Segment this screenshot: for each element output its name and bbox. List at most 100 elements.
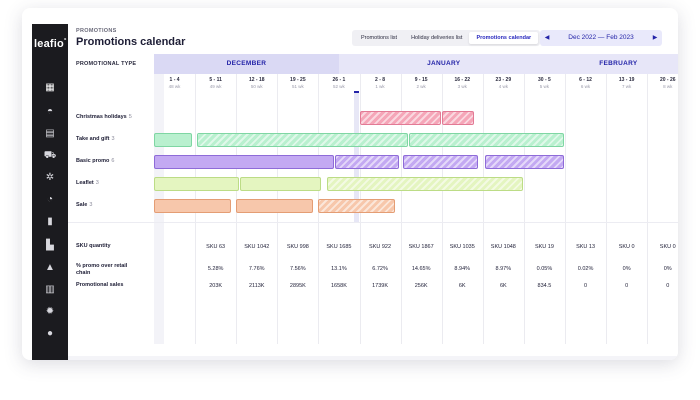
week-header: 5 - 11 49 wk (195, 74, 236, 92)
promo-type-name: Take and gift (76, 136, 110, 142)
promo-bar[interactable] (402, 155, 478, 169)
week-header: 12 - 18 50 wk (236, 74, 277, 92)
grid-footer (68, 356, 678, 360)
prev-period-icon[interactable]: ◀ (544, 35, 550, 41)
promo-bar[interactable] (154, 199, 232, 213)
bar-chart-icon[interactable]: ▙ (46, 240, 54, 251)
gear-icon[interactable]: ✹ (45, 306, 55, 317)
metric-value: 0% (622, 266, 631, 272)
column-divider (441, 74, 443, 344)
promo-bar[interactable] (408, 133, 564, 147)
promo-bar[interactable] (197, 133, 408, 147)
promo-count: 3 (111, 136, 115, 142)
month-header-january: JANUARY (338, 54, 549, 74)
promo-count: 5 (128, 114, 132, 120)
week-number: 8 wk (663, 84, 673, 89)
logo[interactable]: leafio° (34, 38, 67, 50)
week-range: 9 - 15 (414, 77, 428, 83)
metric-value: SKU 922 (369, 244, 392, 250)
week-number: 2 wk (416, 84, 426, 89)
date-range-picker[interactable]: ◀ Dec 2022 — Feb 2023 ▶ (540, 30, 662, 46)
week-header: 16 - 22 3 wk (442, 74, 483, 92)
week-number: 48 wk (168, 84, 181, 89)
metric-value: 0 (584, 283, 588, 289)
promo-bar[interactable] (154, 177, 240, 191)
promo-type-name: Christmas holidays (76, 114, 127, 120)
metric-value: 8.94% (454, 266, 471, 272)
cake-icon[interactable]: ◓ (46, 106, 54, 117)
metric-value: SKU 1867 (408, 244, 434, 250)
promo-bar[interactable] (334, 155, 399, 169)
week-number: 6 wk (580, 84, 591, 89)
week-number: 49 wk (209, 84, 222, 89)
promo-bar[interactable] (154, 133, 193, 147)
next-period-icon[interactable]: ▶ (652, 35, 658, 41)
gauge-icon[interactable]: ◔ (46, 194, 54, 205)
column-divider (482, 74, 484, 344)
alert-icon[interactable]: ▲ (45, 262, 55, 273)
metric-value: 6.72% (372, 266, 388, 272)
week-number: 5 wk (539, 84, 550, 89)
week-range: 30 - 5 (538, 77, 551, 83)
week-header: 26 - 1 52 wk (318, 74, 359, 92)
promo-type-name: Basic promo (76, 158, 110, 164)
tab-promotions-calendar[interactable]: Promotions calendar (469, 32, 539, 44)
week-range: 2 - 8 (375, 77, 386, 83)
main-panel: PROMOTIONS Promotions calendar Promotion… (68, 24, 678, 360)
week-range: 13 - 19 (618, 77, 635, 83)
week-range: 1 - 4 (169, 77, 180, 83)
tab-promotions-list[interactable]: Promotions list (361, 35, 398, 41)
truck-icon[interactable]: ⛟ (43, 150, 57, 161)
promo-type-label[interactable]: Take and gift 3 (76, 136, 115, 142)
bookmark-icon[interactable]: ▮ (47, 216, 53, 227)
app-window: leafio° ▦ ◓ ▤ ⛟ ✲ ◔ ▮ ▙ ▲ ▥ ✹ ● PROMOTIONS Promotio… (22, 8, 678, 360)
report-icon[interactable]: ▥ (45, 284, 55, 295)
metric-label: Promotional sales (76, 282, 124, 288)
week-number: 7 wk (622, 84, 632, 89)
promo-bar[interactable] (240, 177, 322, 191)
metric-value: 0% (663, 266, 672, 272)
settings-cog-icon[interactable]: ✲ (45, 172, 55, 183)
promo-bar[interactable] (318, 199, 396, 213)
promo-bar[interactable] (359, 111, 441, 125)
metric-label: SKU quantity (76, 243, 111, 249)
promo-type-label[interactable]: Basic promo 6 (76, 158, 114, 164)
document-icon[interactable]: ▤ (45, 128, 55, 139)
sidebar: leafio° ▦ ◓ ▤ ⛟ ✲ ◔ ▮ ▙ ▲ ▥ ✹ ● (32, 24, 68, 360)
metric-value: SKU 0 (618, 244, 635, 250)
metric-value: 256K (414, 283, 428, 289)
metric-value: 2895K (289, 283, 306, 289)
promo-type-label[interactable]: Leaflet 3 (76, 180, 99, 186)
week-header: 13 - 19 7 wk (606, 74, 647, 92)
promo-bar[interactable] (326, 177, 523, 191)
promo-type-label[interactable]: Christmas holidays 5 (76, 114, 132, 120)
month-header-february: FEBRUARY (548, 54, 678, 74)
metric-value: 1739K (372, 283, 388, 289)
metric-value: SKU 998 (286, 244, 309, 250)
promo-bar[interactable] (236, 199, 314, 213)
dashboard-icon[interactable]: ▦ (45, 82, 55, 93)
promo-count: 3 (95, 180, 99, 186)
metric-value: 203K (209, 283, 223, 289)
week-number: 4 wk (498, 84, 508, 89)
column-divider (523, 74, 525, 344)
week-header: 19 - 25 51 wk (277, 74, 318, 92)
promo-bar[interactable] (441, 111, 474, 125)
week-number: 50 wk (250, 84, 263, 89)
promo-bar[interactable] (154, 155, 334, 169)
metric-value: 0 (625, 283, 629, 289)
promo-type-name: Leaflet (76, 180, 94, 186)
page-subtitle: PROMOTIONS (76, 28, 117, 34)
metric-value: 6K (499, 283, 507, 289)
user-icon[interactable]: ● (46, 328, 54, 339)
week-header: 23 - 29 4 wk (483, 74, 524, 92)
week-header: 9 - 15 2 wk (401, 74, 442, 92)
column-divider (647, 74, 649, 344)
tab-holiday-deliveries-list[interactable]: Holiday deliveries list (411, 35, 463, 41)
promo-bar[interactable] (484, 155, 564, 169)
week-number: 1 wk (375, 84, 385, 89)
metric-value: 7.76% (248, 266, 265, 272)
month-header-december: DECEMBER (154, 54, 339, 74)
promotional-type-header: PROMOTIONAL TYPE (76, 61, 137, 67)
promo-type-label[interactable]: Sale 3 (76, 202, 92, 208)
